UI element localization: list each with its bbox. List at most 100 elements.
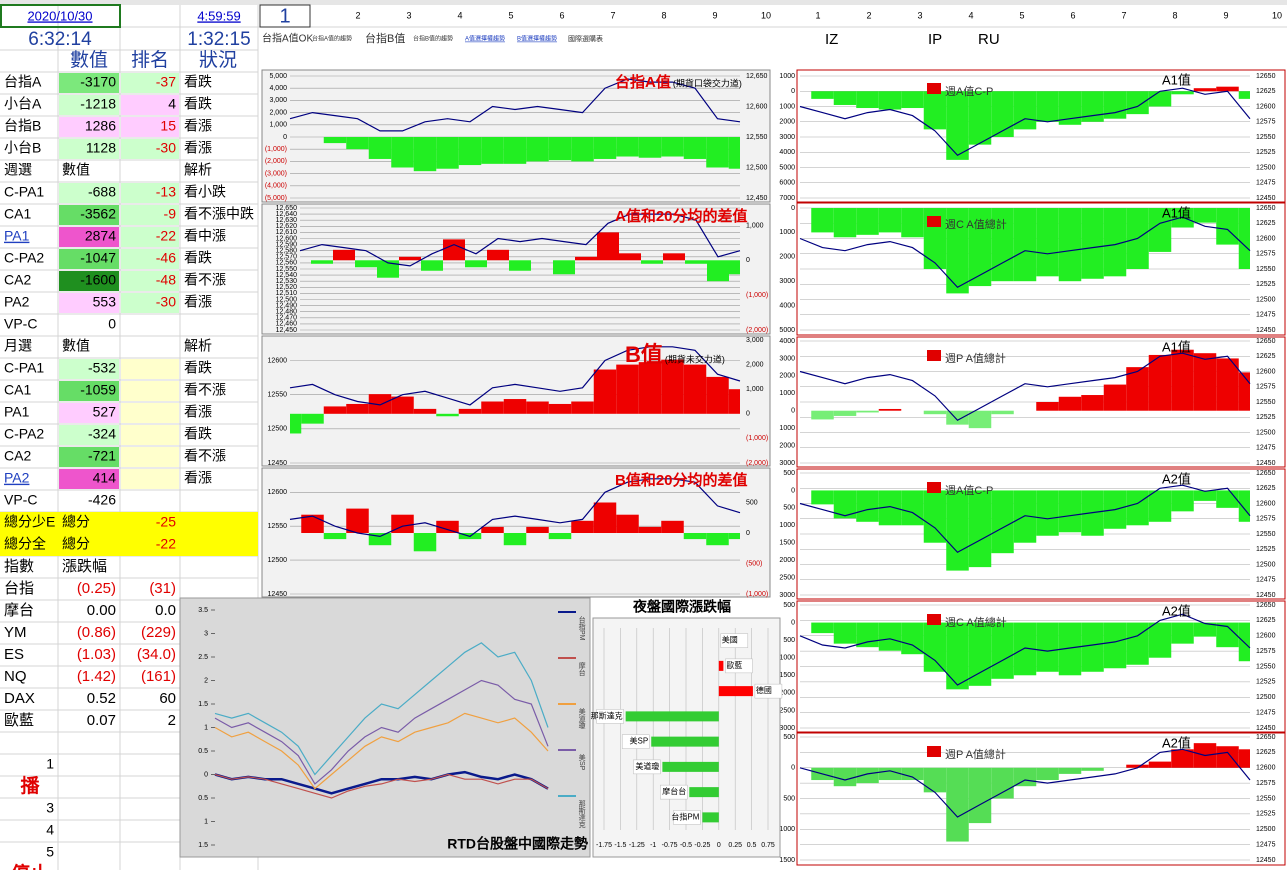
area-segment [968, 208, 992, 287]
area-segment [290, 413, 302, 434]
y2-tick-label: (2,000) [746, 327, 768, 334]
area-segment [856, 208, 879, 235]
cell-fill [59, 205, 119, 225]
cell: 0.0 [155, 602, 176, 619]
y-tick-label: 500 [783, 505, 795, 512]
column-number: 9 [712, 10, 717, 20]
area-segment [1193, 88, 1217, 92]
y2-tick-label: (1,000) [746, 591, 768, 598]
chart-title: 週P A值總計 [945, 351, 1006, 365]
cell: 月選 [4, 338, 32, 354]
line [289, 78, 741, 132]
area-segment [1058, 91, 1082, 125]
category-label: 台指PM [671, 811, 699, 821]
y-tick-label: 2000 [779, 690, 795, 697]
area-segment [856, 767, 879, 784]
y-tick-label: 0 [791, 88, 795, 95]
cell-fill [121, 293, 179, 313]
y2-tick-label: 12475 [1256, 841, 1276, 848]
cell: (31) [149, 580, 176, 597]
y2-tick-label: 12500 [1256, 826, 1276, 833]
bar [689, 787, 719, 798]
area-segment [707, 260, 729, 282]
cell: 看跌 [184, 426, 212, 442]
y-tick-label: 12,540 [276, 272, 298, 279]
column-number: 8 [1172, 10, 1177, 20]
area-segment [706, 533, 729, 546]
y2-tick-label: 12600 [1256, 235, 1276, 242]
cell: -48 [156, 272, 176, 288]
y-tick-label: 12,600 [276, 235, 298, 242]
cell: 總分 [62, 514, 90, 530]
cell: -25 [156, 514, 176, 530]
column-number: 9 [1223, 10, 1228, 20]
y-tick-label: 3000 [779, 592, 795, 599]
cell: -30 [156, 294, 176, 310]
y2-tick-label: 12625 [1256, 353, 1276, 360]
cell: 看跌 [184, 360, 212, 376]
area-segment [638, 362, 662, 414]
cell: 0.07 [87, 712, 116, 729]
y2-tick-label: 12600 [1256, 368, 1276, 375]
y-tick-label: 500 [783, 637, 795, 644]
cell: 看不漲中跌 [184, 206, 254, 222]
cell: PA2 [4, 470, 30, 486]
y-tick-label: 1000 [779, 826, 795, 833]
area-segment [616, 137, 639, 157]
area-segment [1036, 91, 1059, 122]
area-segment [1171, 349, 1194, 411]
area-segment [1103, 91, 1127, 119]
chart-title: 夜盤國際漲跌幅 [632, 599, 731, 615]
y2-tick-label: 12625 [1256, 617, 1276, 624]
y-tick-label: 12,610 [276, 229, 298, 236]
area-segment [619, 253, 641, 261]
cell: 414 [93, 470, 117, 486]
y-tick-label: 12,490 [276, 302, 298, 309]
area-segment [436, 413, 459, 417]
column-number: 6 [1070, 10, 1075, 20]
area-segment [1238, 372, 1250, 411]
category-label: 那斯達克 [591, 710, 623, 720]
y-tick-label: 4,000 [269, 85, 287, 92]
column-header: 狀況 [199, 49, 237, 71]
area-segment [503, 137, 527, 164]
cell: 小台B [4, 140, 41, 156]
y2-tick-label: 12475 [1256, 577, 1276, 584]
cell: -532 [88, 360, 116, 376]
area-segment [323, 406, 347, 414]
cell-fill [59, 403, 119, 423]
y-tick-label: 0.5 [198, 795, 208, 802]
area-segment [901, 490, 924, 526]
bar [625, 711, 719, 722]
y2-tick-label: 12625 [1256, 485, 1276, 492]
area-segment [923, 91, 947, 130]
area-segment [443, 239, 465, 261]
column-header: 數值 [70, 49, 108, 71]
y2-tick-label: 12650 [1256, 73, 1276, 80]
y2-tick-label: 12575 [1256, 251, 1276, 258]
column-number: 5 [508, 10, 513, 20]
line [799, 484, 1251, 554]
area-segment [1013, 490, 1037, 543]
area-segment [683, 364, 707, 414]
label-box [673, 810, 701, 825]
area-segment [503, 399, 527, 414]
area-segment [333, 249, 355, 261]
y2-tick-label: (2,000) [746, 460, 768, 467]
y-tick-label: 2000 [779, 442, 795, 449]
area-segment [968, 490, 992, 568]
y2-tick-label: 12475 [1256, 709, 1276, 716]
area-segment [991, 490, 1014, 554]
cell: 總分全 [4, 536, 46, 552]
cell: -721 [88, 448, 116, 464]
y-tick-label: (1,000) [265, 146, 287, 153]
legend-swatch [927, 614, 941, 625]
area-segment [1081, 395, 1104, 411]
legend-swatch [927, 216, 941, 227]
area-segment [355, 260, 377, 268]
area-segment [706, 137, 729, 168]
label-box [633, 759, 661, 775]
y2-tick-label: 12600 [1256, 500, 1276, 507]
chart-title: A值和20分均的差值 [615, 207, 748, 225]
cell-fill [59, 227, 119, 247]
